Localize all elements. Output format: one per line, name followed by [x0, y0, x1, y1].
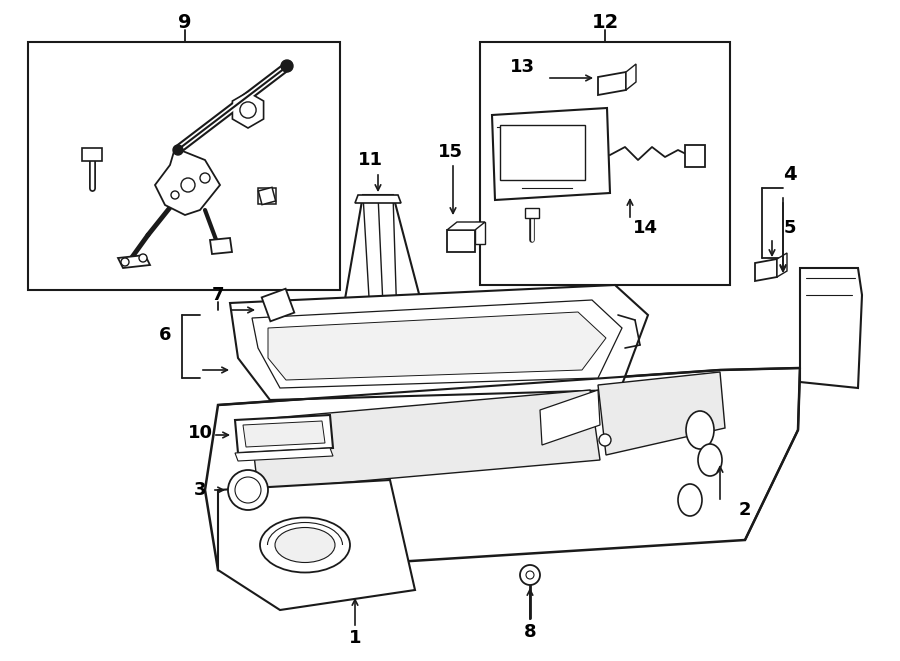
Circle shape: [173, 145, 183, 155]
Polygon shape: [210, 238, 232, 254]
Bar: [82, 148, 102, 161]
Polygon shape: [235, 448, 333, 461]
Ellipse shape: [275, 527, 335, 563]
Polygon shape: [268, 312, 606, 380]
Polygon shape: [475, 222, 485, 244]
Polygon shape: [447, 222, 485, 230]
Bar: [28, 42, 340, 290]
Polygon shape: [800, 268, 862, 388]
FancyBboxPatch shape: [333, 326, 435, 342]
Text: 15: 15: [437, 143, 463, 161]
Polygon shape: [252, 300, 622, 388]
Polygon shape: [598, 72, 626, 95]
Circle shape: [171, 191, 179, 199]
Polygon shape: [447, 230, 475, 252]
Bar: [258, 188, 276, 204]
Circle shape: [181, 178, 195, 192]
Polygon shape: [232, 92, 264, 128]
Polygon shape: [235, 415, 333, 453]
Polygon shape: [218, 480, 415, 610]
Polygon shape: [155, 148, 220, 215]
Circle shape: [240, 102, 256, 118]
Circle shape: [520, 565, 540, 585]
Circle shape: [200, 173, 210, 183]
Polygon shape: [755, 259, 777, 281]
Circle shape: [228, 470, 268, 510]
Bar: [480, 42, 730, 285]
Bar: [412, 336, 430, 346]
Polygon shape: [205, 368, 800, 570]
Polygon shape: [492, 108, 610, 200]
Text: 11: 11: [357, 151, 382, 169]
Polygon shape: [262, 289, 294, 321]
Ellipse shape: [686, 411, 714, 449]
Polygon shape: [243, 421, 325, 447]
Circle shape: [139, 254, 147, 262]
Text: 13: 13: [509, 58, 535, 76]
Circle shape: [121, 258, 129, 266]
Circle shape: [281, 60, 293, 72]
Text: 9: 9: [178, 13, 192, 32]
Text: 2: 2: [739, 501, 752, 519]
Circle shape: [235, 477, 261, 503]
Polygon shape: [777, 253, 787, 277]
Bar: [525, 208, 539, 218]
Text: 10: 10: [187, 424, 212, 442]
Polygon shape: [626, 64, 636, 90]
Ellipse shape: [260, 518, 350, 572]
Polygon shape: [540, 390, 600, 445]
Polygon shape: [340, 195, 428, 328]
Polygon shape: [355, 195, 401, 203]
Bar: [338, 336, 356, 346]
Ellipse shape: [698, 444, 722, 476]
Ellipse shape: [678, 484, 702, 516]
Text: 12: 12: [591, 13, 618, 32]
Polygon shape: [598, 372, 725, 455]
Text: 6: 6: [158, 326, 171, 344]
Polygon shape: [250, 390, 600, 490]
Text: 1: 1: [349, 629, 361, 647]
Text: 3: 3: [194, 481, 206, 499]
Circle shape: [526, 571, 534, 579]
Polygon shape: [685, 145, 705, 167]
Polygon shape: [118, 255, 150, 268]
Text: 5: 5: [784, 219, 796, 237]
Polygon shape: [258, 187, 275, 205]
Text: 7: 7: [212, 286, 224, 304]
Text: 14: 14: [633, 219, 658, 237]
Polygon shape: [230, 285, 648, 400]
Text: 4: 4: [783, 165, 796, 184]
Bar: [500, 125, 585, 180]
Text: 8: 8: [524, 623, 536, 641]
Circle shape: [599, 434, 611, 446]
